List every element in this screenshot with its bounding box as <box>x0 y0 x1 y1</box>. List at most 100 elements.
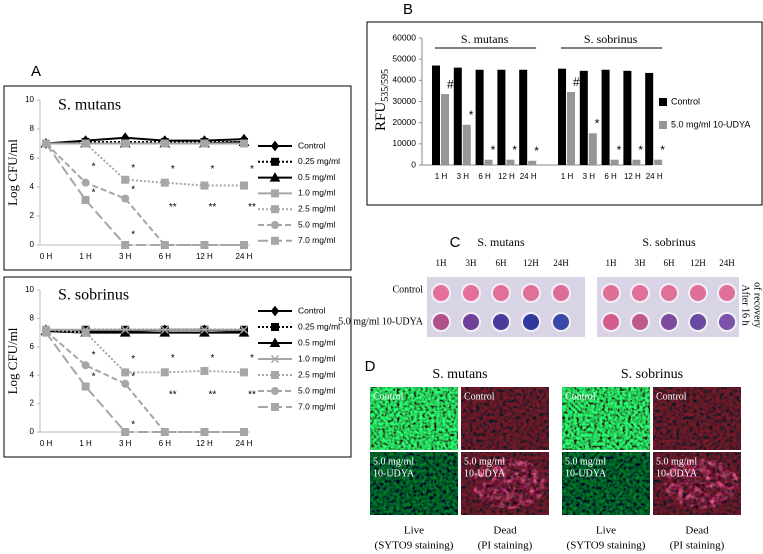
annotation: ** <box>248 202 256 213</box>
y-tick-label: 40000 <box>392 75 416 85</box>
marker <box>160 325 169 334</box>
panel-label: D <box>365 358 376 375</box>
annotation: * <box>131 185 135 196</box>
y-tick-label: 50000 <box>392 53 416 63</box>
legend-marker <box>269 337 281 347</box>
legend-label: 5.0 mg/ml <box>298 219 335 229</box>
time-label: 3H <box>466 258 478 268</box>
image-label: 5.0 mg/ml <box>656 456 697 467</box>
marker <box>81 328 90 337</box>
micrograph <box>370 387 458 450</box>
time-label: 6H <box>496 258 508 268</box>
time-label: 1H <box>436 258 448 268</box>
y-tick-label: 0 <box>30 427 35 436</box>
marker <box>239 325 249 334</box>
column-label: Dead <box>493 525 517 537</box>
column-label: Live <box>596 525 616 537</box>
legend-label: 0.25 mg/ml <box>298 156 340 166</box>
y-tick-label: 0 <box>411 159 416 169</box>
annotation: * <box>131 371 135 382</box>
x-tick-label: 1 H <box>79 439 92 448</box>
legend-label: 5.0 mg/ml 10-UDYA <box>671 119 750 129</box>
micrograph-stain <box>472 458 547 509</box>
annotation: ** <box>248 390 256 401</box>
bar-marker: * <box>617 143 622 157</box>
well-content <box>493 285 509 301</box>
y-tick-label: 30000 <box>392 96 416 106</box>
marker <box>200 428 209 436</box>
annotation: * <box>92 371 96 382</box>
marker <box>160 139 169 148</box>
strain-label: S. mutans <box>477 235 525 249</box>
panel-frame <box>3 85 352 271</box>
well-content <box>463 314 479 330</box>
x-tick-label: 24 H <box>236 439 253 448</box>
column-label: Dead <box>685 525 709 537</box>
marker <box>200 325 209 334</box>
marker <box>42 139 50 148</box>
time-label: 24H <box>553 258 569 268</box>
bar <box>654 159 663 165</box>
legend-marker <box>271 387 279 395</box>
column-sublabel: (PI staining) <box>478 540 533 552</box>
annotation: ** <box>209 202 217 213</box>
y-axis-label: Log CFU/ml <box>5 327 20 394</box>
plate-note: of recovery <box>752 282 763 328</box>
row-label: 5.0 mg/ml 10-UDYA <box>338 316 424 327</box>
legend-label: 5.0 mg/ml <box>298 385 335 395</box>
annotation: * <box>171 353 175 364</box>
bar <box>588 133 597 165</box>
x-tick-label: 6 H <box>159 252 172 261</box>
marker <box>200 181 209 190</box>
marker <box>121 428 130 436</box>
x-tick-label: 24 H <box>236 252 253 261</box>
x-tick-label: 0 H <box>40 439 53 448</box>
image-label: 10-UDYA <box>565 468 607 479</box>
legend-marker <box>271 371 279 379</box>
annotation: * <box>171 164 175 175</box>
bar <box>462 124 471 165</box>
x-tick-label: 3 H <box>583 172 596 181</box>
y-axis-label: Log CFU/ml <box>5 139 20 206</box>
marker <box>81 196 90 205</box>
y-tick-label: 6 <box>30 153 35 162</box>
bar <box>645 72 654 165</box>
x-tick-label: 0 H <box>40 252 53 261</box>
marker <box>121 241 130 249</box>
panel-label: A <box>31 63 41 80</box>
well-content <box>603 285 619 301</box>
micrograph <box>461 387 549 450</box>
marker <box>42 328 50 337</box>
series-line <box>46 142 244 187</box>
x-tick-label: 6 H <box>159 439 172 448</box>
column-sublabel: (SYTO9 staining) <box>567 540 646 552</box>
marker <box>121 325 130 334</box>
image-label: 5.0 mg/ml <box>565 456 606 467</box>
micrograph <box>562 452 650 515</box>
well-content <box>632 314 648 330</box>
annotation: * <box>250 353 254 364</box>
x-tick-label: 1 H <box>561 172 574 181</box>
series-line <box>45 136 245 145</box>
x-tick-label: 6 H <box>604 172 617 181</box>
x-tick-label: 3 H <box>119 439 132 448</box>
bar <box>432 65 440 165</box>
strain-label: S. mutans <box>432 367 487 382</box>
bar <box>475 69 484 165</box>
image-label: 10-UDYA <box>464 468 506 479</box>
y-axis-label-sub: 535/595 <box>380 69 391 102</box>
y-tick-label: 20000 <box>392 117 416 127</box>
panel-label: C <box>450 234 461 251</box>
image-label: Control <box>373 391 404 402</box>
x-tick-label: 1 H <box>435 172 448 181</box>
bar <box>558 68 566 165</box>
well-content <box>523 285 539 301</box>
x-tick-label: 24 H <box>520 172 537 181</box>
legend-label: 0.25 mg/ml <box>298 321 340 331</box>
y-tick-label: 6 <box>30 342 35 351</box>
series-line <box>45 332 244 433</box>
column-sublabel: (PI staining) <box>670 540 725 552</box>
well-content <box>690 285 706 301</box>
chart-title: S. mutans <box>58 97 121 114</box>
